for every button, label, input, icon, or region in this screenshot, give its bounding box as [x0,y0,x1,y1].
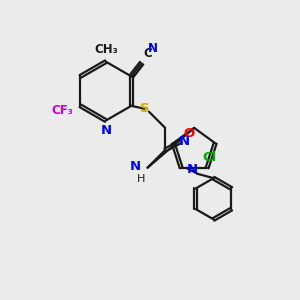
Text: H: H [137,174,145,184]
Text: N: N [178,135,190,148]
Text: N: N [187,163,198,176]
Text: CH₃: CH₃ [94,44,118,56]
Text: N: N [130,160,141,173]
Text: S: S [140,102,150,115]
Text: CF₃: CF₃ [51,104,73,117]
Text: O: O [184,127,195,140]
Text: C: C [143,46,152,60]
Text: Cl: Cl [202,151,216,164]
Text: N: N [148,42,158,55]
Text: N: N [101,124,112,137]
